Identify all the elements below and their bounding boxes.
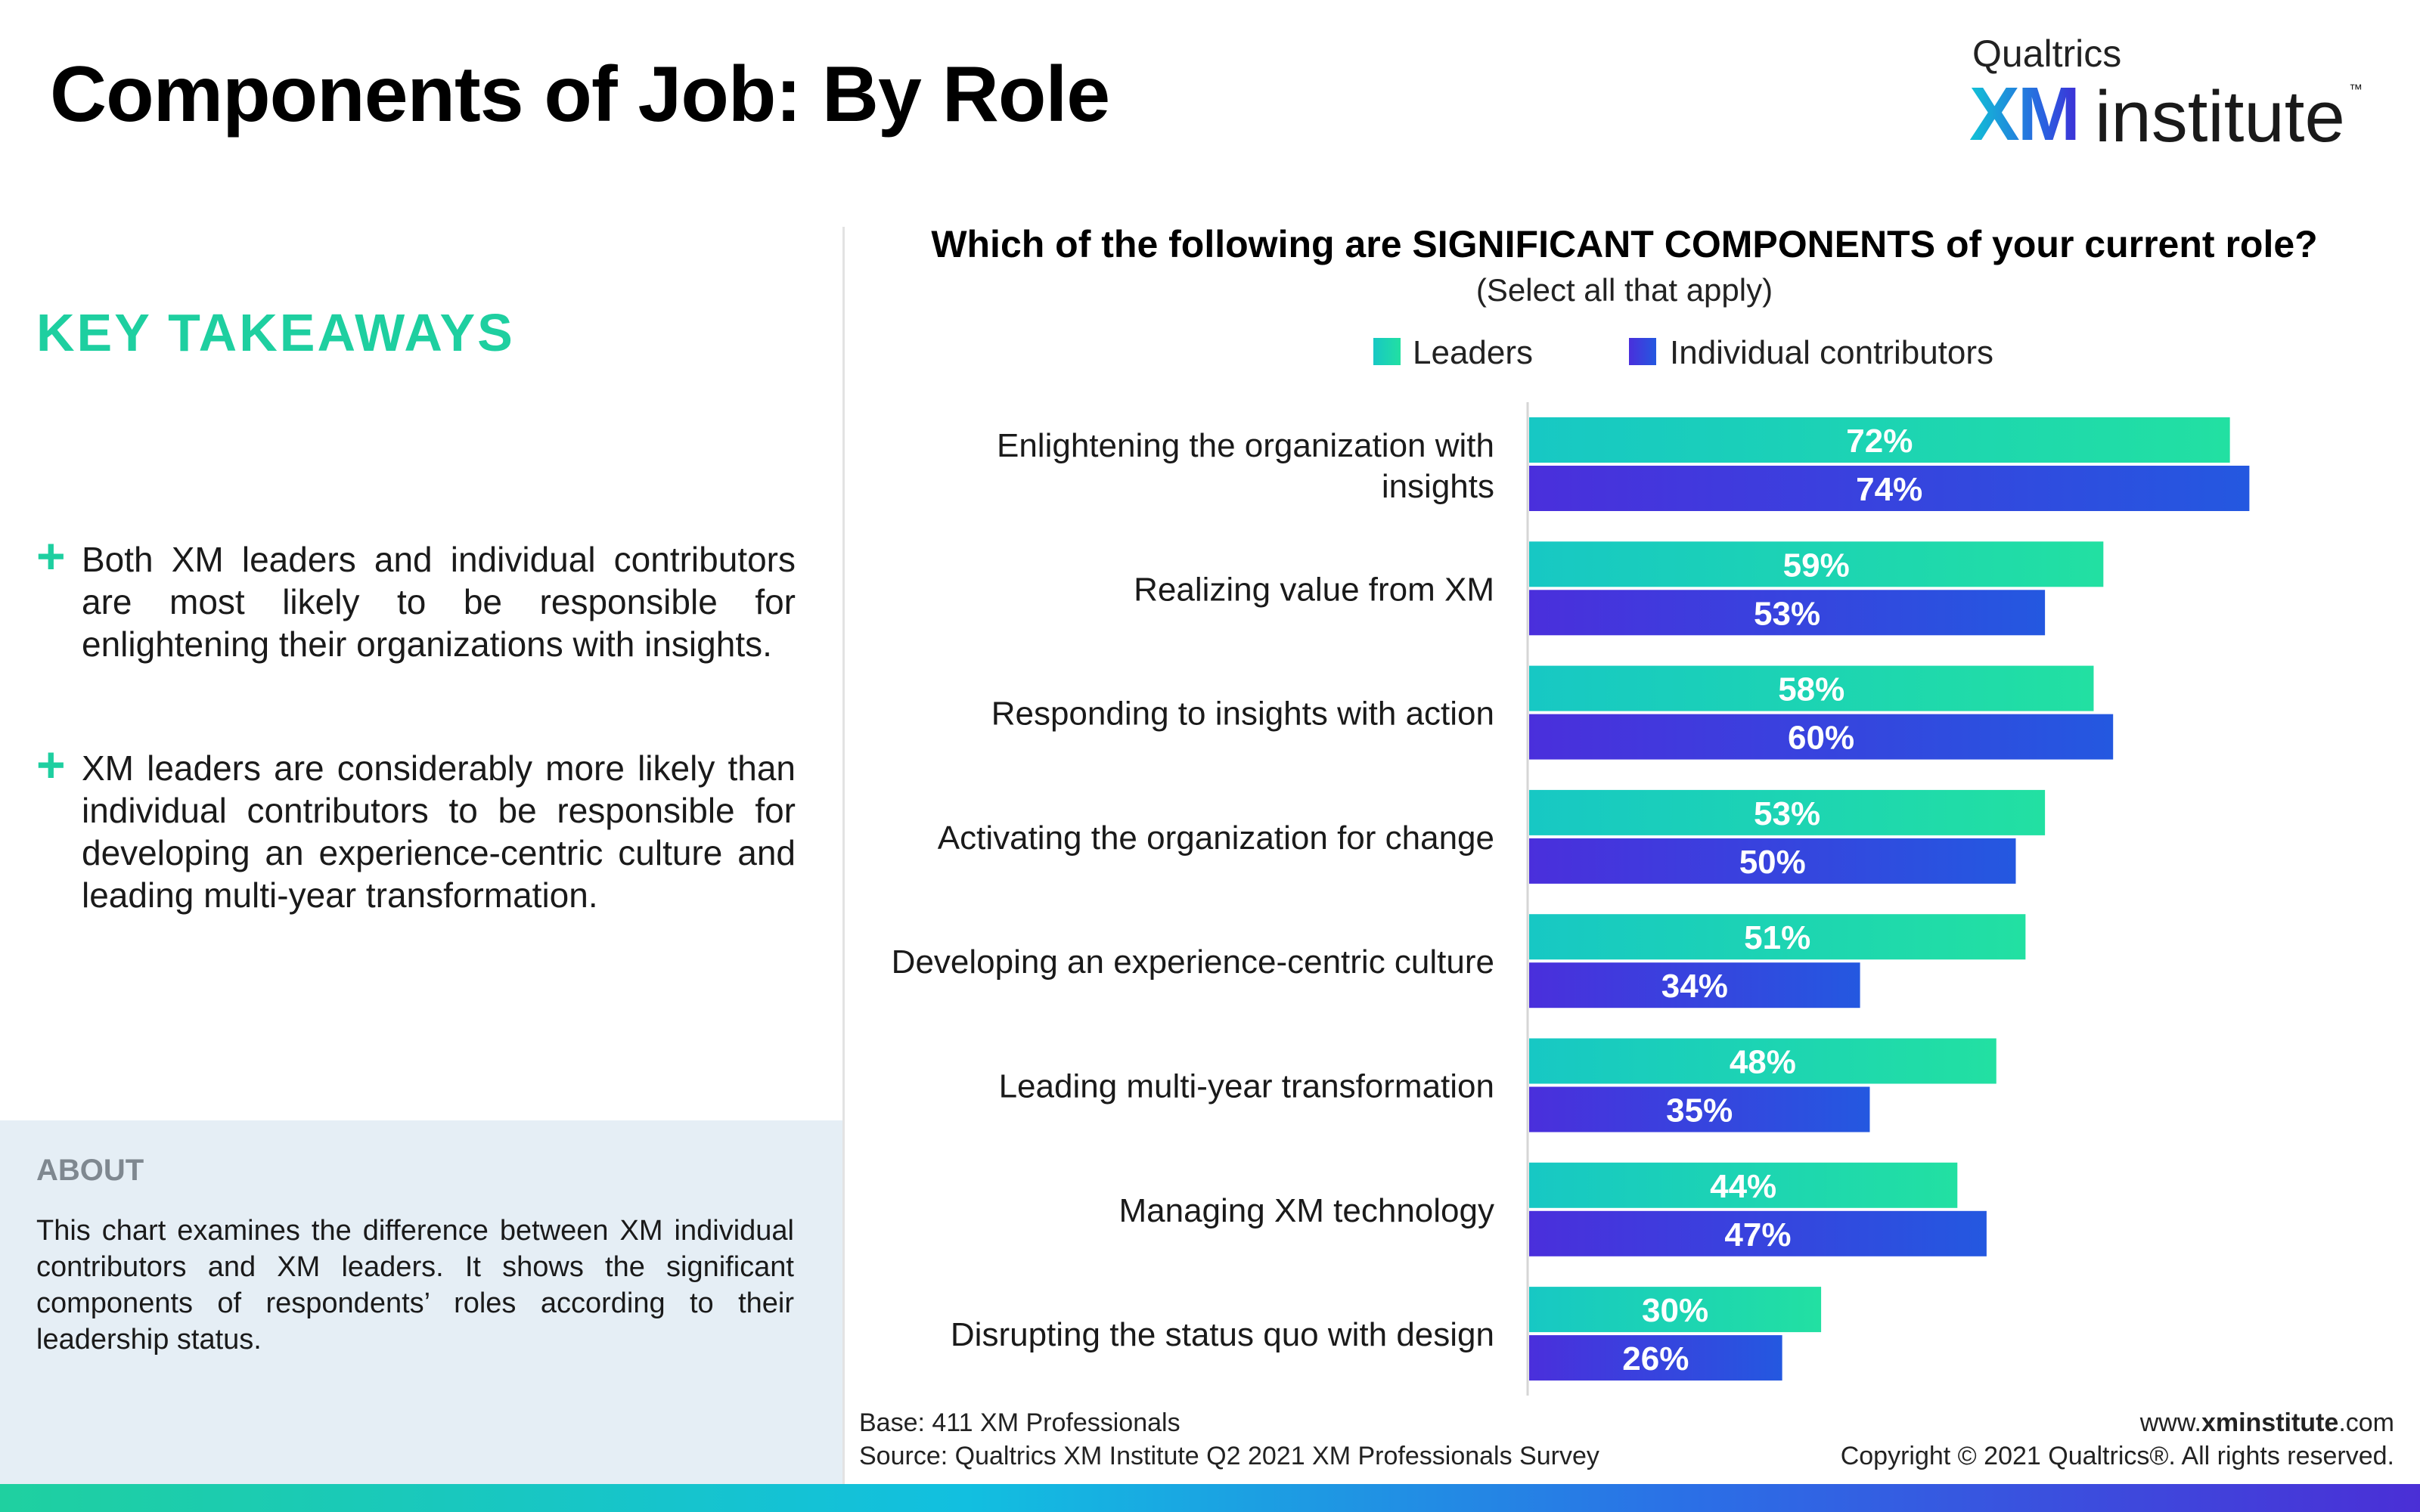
takeaway-item: + Both XM leaders and individual contrib… xyxy=(36,531,796,665)
category-label: Enlightening the organization with insigh… xyxy=(997,427,1494,505)
takeaway-item: + XM leaders are considerably more likel… xyxy=(36,739,796,916)
category-label: Managing XM technology xyxy=(1118,1192,1494,1229)
bar-individual-contributors xyxy=(1529,962,1860,1009)
plus-icon: + xyxy=(36,736,66,792)
qualtrics-xm-institute-logo: Qualtrics XM institute ™ xyxy=(1969,32,2363,157)
bar-value-label: 30% xyxy=(1642,1292,1708,1329)
bar-individual-contributors xyxy=(1529,466,2250,511)
bar-value-label: 60% xyxy=(1788,720,1854,757)
bar-value-label: 48% xyxy=(1730,1044,1796,1081)
page-title: Components of Job: By Role xyxy=(50,51,1110,138)
chart-subtitle: (Select all that apply) xyxy=(1476,272,1773,308)
chart-title: Which of the following are SIGNIFICANT C… xyxy=(931,223,2317,265)
category-label: Realizing value from XM xyxy=(1134,571,1494,608)
bar-leaders xyxy=(1529,914,2026,960)
bars-group: Enlightening the organization with insigh… xyxy=(892,417,2250,1381)
bar-leaders xyxy=(1529,1287,1822,1333)
legend-label-individual-contributors: Individual contributors xyxy=(1670,334,1993,371)
bar-value-label: 53% xyxy=(1754,595,1820,632)
bar-individual-contributors xyxy=(1529,714,2114,760)
logo-brand-text: Qualtrics xyxy=(1972,33,2122,75)
bar-leaders xyxy=(1529,665,2094,711)
bar-leaders xyxy=(1529,789,2046,835)
bar-individual-contributors xyxy=(1529,1086,1870,1132)
bar-value-label: 59% xyxy=(1783,547,1850,584)
bar-individual-contributors xyxy=(1529,1335,1782,1381)
takeaway-text: XM leaders are considerably more likely … xyxy=(82,748,796,915)
legend-label-leaders: Leaders xyxy=(1413,334,1533,371)
footer-base-text: Base: 411 XM Professionals xyxy=(859,1408,1181,1437)
bar-value-label: 34% xyxy=(1661,968,1728,1005)
bar-individual-contributors xyxy=(1529,1210,1987,1256)
legend-swatch-individual-contributors xyxy=(1629,338,1656,365)
about-panel: ABOUT This chart examines the difference… xyxy=(0,1120,842,1486)
about-heading: ABOUT xyxy=(36,1154,144,1187)
category-label: Leading multi-year transformation xyxy=(999,1068,1494,1105)
panel-divider xyxy=(842,227,845,1486)
category-label: Responding to insights with action xyxy=(991,696,1494,733)
bar-value-label: 35% xyxy=(1666,1092,1733,1129)
bar-value-label: 53% xyxy=(1754,795,1820,832)
bar-leaders xyxy=(1529,1038,1996,1084)
bar-value-label: 72% xyxy=(1846,423,1913,460)
bar-leaders xyxy=(1529,1162,1958,1208)
logo-institute-text: institute xyxy=(2095,76,2345,157)
bar-value-label: 47% xyxy=(1724,1216,1791,1253)
footer-source: Base: 411 XM Professionals Source: Qualt… xyxy=(859,1406,1599,1473)
bar-value-label: 26% xyxy=(1622,1340,1689,1377)
takeaway-text: Both XM leaders and individual contribut… xyxy=(82,540,796,664)
plus-icon: + xyxy=(36,528,66,584)
bar-value-label: 44% xyxy=(1710,1168,1776,1205)
footer-website[interactable]: www.xminstitute.com xyxy=(2139,1408,2394,1437)
bar-value-label: 58% xyxy=(1778,671,1844,708)
bottom-gradient-bar xyxy=(0,1484,2420,1512)
footer-credits: www.xminstitute.com Copyright © 2021 Qua… xyxy=(1841,1406,2394,1473)
logo-xm-text: XM xyxy=(1969,72,2080,156)
legend-swatch-leaders xyxy=(1373,338,1401,365)
key-takeaways-heading: KEY TAKEAWAYS xyxy=(36,303,515,362)
bar-leaders xyxy=(1529,541,2104,587)
footer-source-text: Source: Qualtrics XM Institute Q2 2021 X… xyxy=(859,1442,1599,1470)
bar-value-label: 74% xyxy=(1856,471,1922,508)
category-label: Disrupting the status quo with design xyxy=(951,1316,1494,1353)
category-label: Activating the organization for change xyxy=(938,820,1494,857)
bar-individual-contributors xyxy=(1529,838,2016,884)
footer-copyright-text: Copyright © 2021 Qualtrics®. All rights … xyxy=(1840,1442,2394,1470)
logo-trademark: ™ xyxy=(2349,82,2363,97)
bar-leaders xyxy=(1529,417,2230,463)
bar-value-label: 51% xyxy=(1744,919,1810,956)
bar-individual-contributors xyxy=(1529,590,2046,636)
bar-value-label: 50% xyxy=(1739,844,1806,881)
about-text: This chart examines the difference betwe… xyxy=(36,1215,794,1356)
category-label: Developing an experience-centric culture xyxy=(892,943,1494,981)
